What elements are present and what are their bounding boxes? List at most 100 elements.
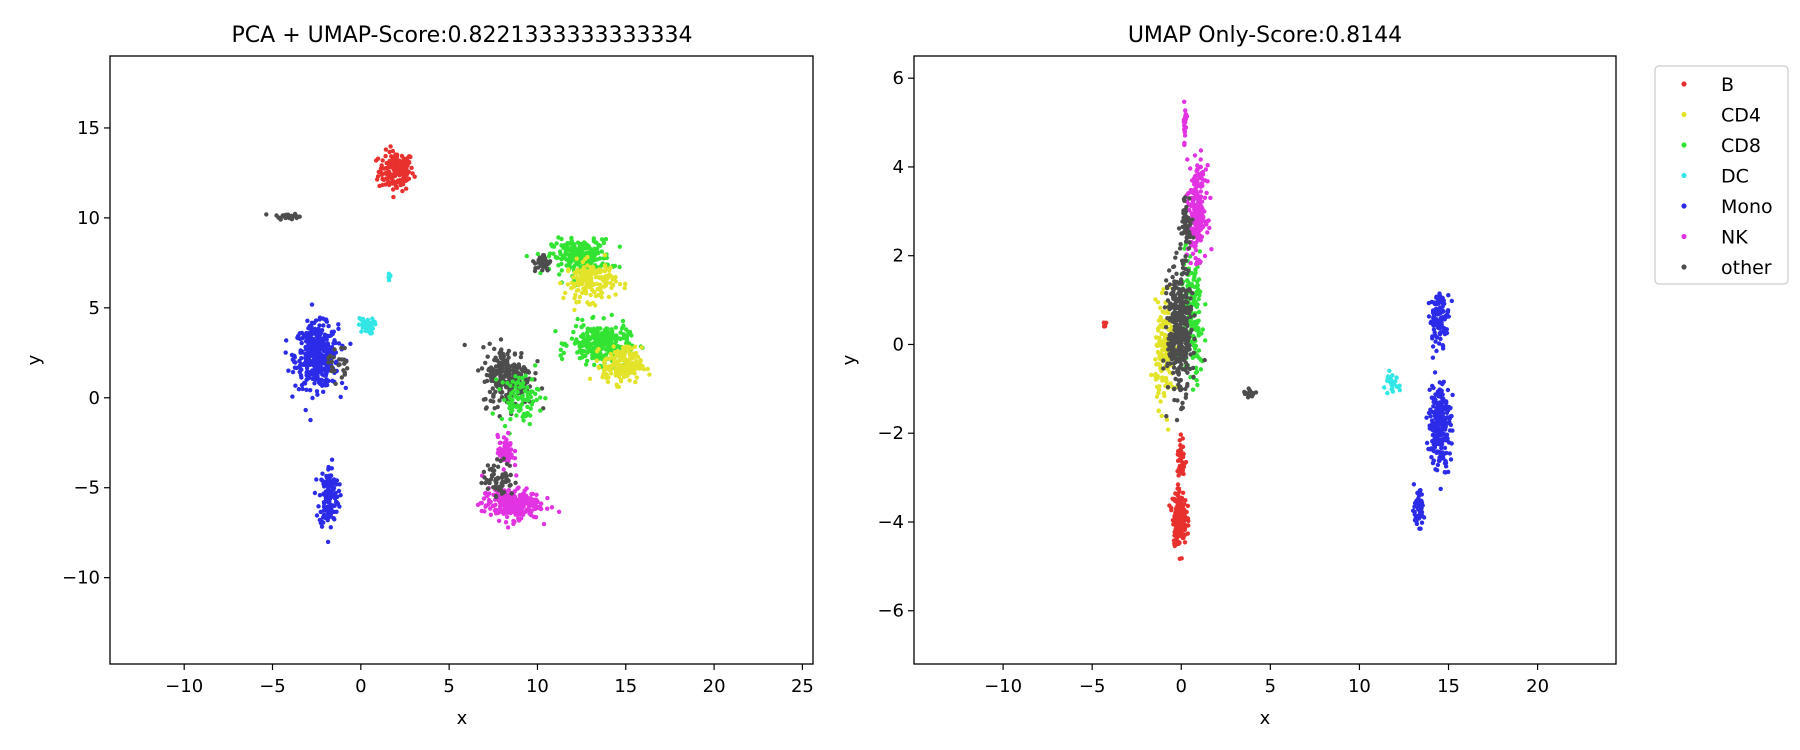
scatter-point <box>1202 195 1208 200</box>
scatter-point <box>356 322 362 327</box>
scatter-point <box>315 345 320 351</box>
scatter-point <box>342 345 347 351</box>
scatter-point <box>503 471 508 476</box>
scatter-point <box>1446 293 1451 298</box>
scatter-point <box>479 500 484 506</box>
scatter-point <box>1184 236 1190 241</box>
legend-marker <box>1681 172 1687 179</box>
scatter-point <box>1184 365 1189 370</box>
scatter-point <box>308 417 313 423</box>
scatter-point <box>1181 512 1186 518</box>
scatter-point <box>1200 183 1205 188</box>
scatter-point <box>559 257 564 262</box>
scatter-point <box>327 473 332 478</box>
scatter-point <box>1182 246 1187 251</box>
scatter-point <box>1188 304 1194 310</box>
scatter-point <box>1194 369 1200 374</box>
scatter-point <box>1202 209 1207 214</box>
scatter-point <box>490 386 495 391</box>
scatter-point <box>617 282 623 287</box>
scatter-point <box>1187 308 1193 313</box>
scatter-point <box>1157 339 1162 344</box>
scatter-point <box>501 456 506 461</box>
scatter-point <box>602 333 607 339</box>
scatter-point <box>1156 318 1162 323</box>
scatter-point <box>310 370 316 376</box>
scatter-point <box>343 385 348 391</box>
scatter-point <box>1186 523 1191 528</box>
scatter-point <box>575 350 580 355</box>
scatter-point <box>331 516 336 521</box>
scatter-point <box>1192 346 1198 351</box>
scatter-point <box>609 371 614 376</box>
scatter-point <box>304 373 309 378</box>
scatter-point <box>1437 403 1442 409</box>
scatter-point <box>1182 507 1187 512</box>
scatter-point <box>1182 99 1187 105</box>
scatter-point <box>1444 314 1450 319</box>
scatter-point <box>1178 525 1183 530</box>
scatter-point <box>300 349 305 354</box>
scatter-point <box>1173 299 1179 305</box>
scatter-point <box>321 481 326 487</box>
scatter-point <box>1199 226 1204 231</box>
scatter-point <box>383 153 388 159</box>
scatter-point <box>1434 294 1439 299</box>
scatter-point <box>319 524 325 529</box>
scatter-point <box>1198 189 1204 194</box>
scatter-point <box>595 341 600 346</box>
scatter-point <box>513 374 518 379</box>
left-x-tick-label: 5 <box>443 676 454 697</box>
scatter-point <box>329 457 335 462</box>
scatter-point <box>535 265 541 270</box>
scatter-point <box>297 363 302 369</box>
scatter-point <box>538 395 543 400</box>
right-x-tick-label: 0 <box>1176 676 1187 697</box>
scatter-point <box>1433 307 1439 312</box>
scatter-point <box>1161 354 1167 359</box>
scatter-point <box>327 353 333 359</box>
scatter-point <box>1182 540 1188 545</box>
scatter-point <box>1436 408 1442 414</box>
scatter-point <box>1187 240 1192 245</box>
scatter-point <box>1172 310 1178 316</box>
scatter-point <box>1196 257 1201 263</box>
scatter-point <box>493 389 498 394</box>
scatter-point <box>491 472 496 477</box>
scatter-point <box>308 341 313 346</box>
scatter-point <box>515 486 520 491</box>
scatter-point <box>553 329 558 334</box>
scatter-point <box>582 349 587 354</box>
scatter-point <box>536 387 541 392</box>
scatter-point <box>522 500 527 506</box>
scatter-point <box>400 159 406 164</box>
scatter-point <box>1194 378 1199 383</box>
scatter-point <box>1435 324 1440 329</box>
scatter-point <box>336 341 342 346</box>
legend-marker <box>1681 264 1687 270</box>
scatter-point <box>1188 314 1193 319</box>
scatter-point <box>324 319 329 324</box>
scatter-point <box>581 286 586 291</box>
scatter-point <box>505 525 511 530</box>
left-y-axis-label: y <box>24 354 45 365</box>
right-y-tick-label: 0 <box>893 334 904 355</box>
scatter-point <box>312 355 317 360</box>
scatter-point <box>599 268 604 273</box>
scatter-point <box>412 174 417 179</box>
scatter-point <box>1432 370 1438 375</box>
scatter-point <box>506 496 512 501</box>
scatter-point <box>609 285 614 290</box>
scatter-point <box>551 251 556 256</box>
scatter-point <box>506 400 511 405</box>
scatter-point <box>1411 482 1417 487</box>
scatter-point <box>603 347 609 352</box>
scatter-point <box>615 360 621 366</box>
scatter-point <box>1180 224 1185 230</box>
scatter-point <box>317 336 323 341</box>
scatter-point <box>520 510 525 516</box>
scatter-point <box>528 406 533 411</box>
scatter-point <box>585 345 590 350</box>
scatter-point <box>1180 310 1186 315</box>
right-x-ticks: −10 −5 0 5 10 15 20 <box>984 664 1549 697</box>
